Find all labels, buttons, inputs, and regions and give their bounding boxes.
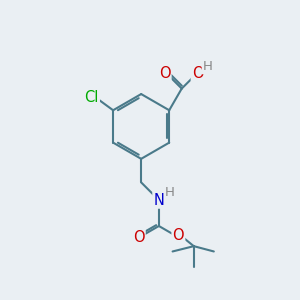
- Text: O: O: [192, 66, 203, 81]
- Text: N: N: [153, 193, 164, 208]
- Text: O: O: [159, 66, 170, 81]
- Text: O: O: [133, 230, 145, 244]
- Text: O: O: [172, 228, 184, 243]
- Text: H: H: [203, 60, 213, 73]
- Text: Cl: Cl: [84, 90, 99, 105]
- Text: H: H: [165, 186, 175, 199]
